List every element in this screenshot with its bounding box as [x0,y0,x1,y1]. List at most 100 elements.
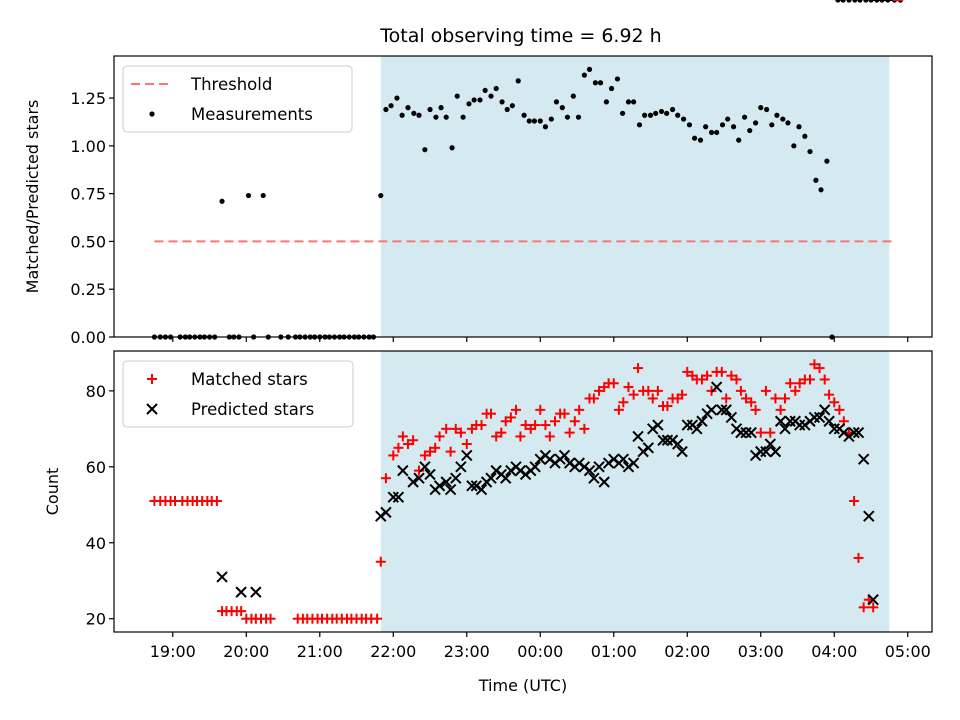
y-tick-label: 80 [86,382,106,401]
y-tick-label: 1.00 [70,137,106,156]
data-point [725,411,738,424]
data-point [721,393,732,404]
data-point [394,95,400,101]
data-point [466,480,478,492]
data-point [627,457,640,469]
x-tick-label: 22:00 [370,642,416,661]
data-point [424,468,436,481]
data-point [828,423,840,435]
data-point [542,124,549,130]
data-point [755,427,766,438]
data-point [485,472,497,484]
y-tick-label: 0.25 [70,280,106,299]
data-point [725,116,731,122]
data-point [858,602,869,613]
data-point [785,120,791,126]
data-point [617,453,630,465]
data-point [245,192,252,199]
data-point [779,423,791,435]
data-point [824,158,830,164]
data-point [564,114,571,120]
data-point [647,393,658,404]
data-point [741,393,752,404]
plot-frame [113,350,933,633]
data-point [586,66,593,72]
data-point [691,423,703,435]
data-point [380,506,392,519]
data-point [411,110,417,116]
data-point [726,370,737,381]
data-point [265,613,276,624]
data-point [500,416,511,427]
data-point [813,411,826,424]
data-point [461,449,473,462]
data-point [482,87,488,94]
data-point [444,483,457,496]
data-point [416,112,422,118]
data-point [499,99,505,105]
y-axis-label: Matched/Predicted stars [23,100,42,294]
data-point [493,85,499,92]
data-point [643,385,654,396]
data-point [559,105,565,111]
data-point [631,99,637,105]
data-point [823,415,835,427]
data-point [755,445,767,458]
data-point [849,495,860,506]
data-point [549,416,560,427]
data-point [592,80,598,86]
data-point [402,439,413,450]
data-point [746,397,757,408]
data-point [434,431,445,442]
data-point [714,129,720,136]
data-point [443,114,449,120]
data-point [857,453,870,465]
x-tick-label: 03:00 [738,642,784,661]
data-point [661,434,674,446]
data-point [407,476,419,488]
data-point [427,106,433,113]
data-point [455,427,466,438]
legend-label: Threshold [190,75,272,94]
data-point [791,143,797,149]
data-point [387,491,399,503]
data-point [581,72,587,78]
data-point [450,423,461,434]
data-point [433,480,446,492]
x-tick-label: 23:00 [444,642,490,661]
data-point [211,495,222,506]
data-point [813,177,819,183]
legend-marker [146,403,158,415]
data-point [449,145,455,151]
data-point [675,112,681,118]
data-point [758,105,764,111]
data-point [380,473,391,484]
data-point [780,393,791,404]
data-point [570,93,576,99]
x-tick-label: 21:00 [297,642,343,661]
data-point [500,472,512,484]
data-point [653,110,659,116]
data-point [460,114,466,120]
x-tick-label: 20:00 [223,642,269,661]
data-point [764,438,777,450]
data-point [544,431,555,442]
data-point [814,363,825,374]
data-point [682,366,693,377]
data-point [633,363,644,374]
y-tick-label: 20 [86,610,106,629]
data-point [559,408,570,419]
data-point [553,99,560,105]
data-point [840,0,846,3]
data-point [741,114,748,120]
data-point [750,404,761,415]
data-point [834,404,845,415]
data-point [696,415,708,427]
data-point [491,431,502,442]
data-point [863,0,869,3]
data-point [735,385,746,396]
data-point [236,606,247,617]
data-point [505,412,516,423]
data-point [419,450,430,461]
legend-box [122,65,353,133]
